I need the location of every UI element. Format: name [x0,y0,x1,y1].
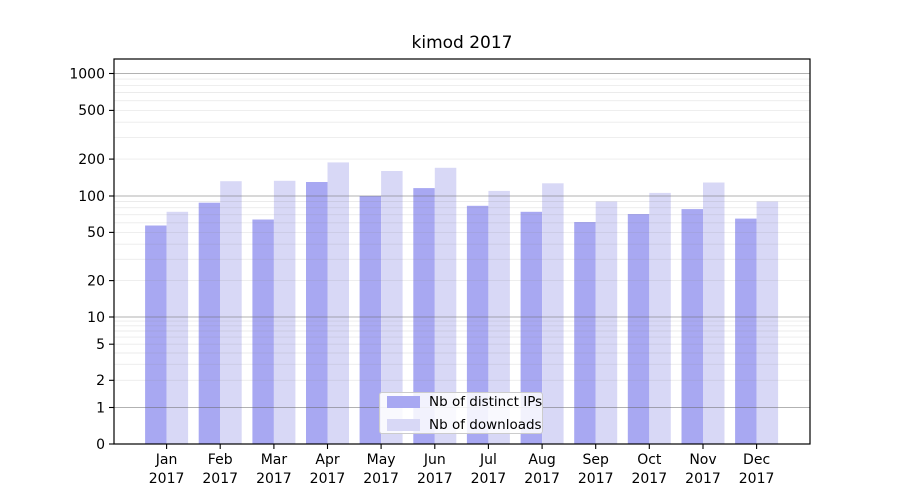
y-tick-label: 1 [96,400,105,416]
x-axis: Jan 2017 Feb 2017 Mar 2017 Apr 2017 May 2017 Jun 20… [149,444,775,487]
chart-title: kimod 2017 [411,33,513,53]
x-tick-label-year: 2017 [471,471,507,487]
bar-downloads-Mar 2017 [273,180,296,445]
bar-distinct-ips-Feb 2017 [198,202,221,444]
x-tick-label-month: Apr [315,452,339,468]
x-tick-label-year: 2017 [578,471,614,487]
x-tick-label-month: Jun [423,452,446,468]
y-tick-label: 5 [96,337,105,353]
x-tick-label-month: Mar [261,452,288,468]
bar-distinct-ips-Aug 2017 [520,211,543,444]
y-tick-label: 10 [87,310,105,326]
x-tick-label-month: May [367,452,396,468]
bar-distinct-ips-Sep 2017 [574,222,596,444]
x-tick-label-month: Jul [479,452,497,468]
x-tick-label-month: Feb [208,452,233,468]
x-tick-label-month: Oct [637,452,662,468]
bar-distinct-ips-Mar 2017 [252,219,274,444]
legend-item-distinct-ips: Nb of distinct IPs [380,394,542,410]
plot-frame [113,58,811,445]
x-tick-label-month: Jan [155,452,178,468]
y-tick-label: 100 [78,189,105,205]
legend-swatch-downloads [387,418,420,431]
x-tick-label-month: Sep [583,452,610,468]
x-tick-label-year: 2017 [739,471,775,487]
x-tick-label-year: 2017 [149,471,185,487]
x-tick-label-year: 2017 [363,471,399,487]
bar-downloads-Jun 2017 [434,167,457,445]
y-axis: 0 1 2 5 10 20 50 100 200 500 1000 [69,66,114,453]
x-tick-label-year: 2017 [310,471,346,487]
y-tick-label: 2 [96,373,105,389]
legend-item-downloads: Nb of downloads [380,417,542,433]
bar-downloads-Aug 2017 [542,183,564,445]
bar-downloads-Apr 2017 [327,162,349,444]
bar-downloads-Sep 2017 [595,201,618,444]
x-tick-label-month: Nov [689,452,716,468]
bar-distinct-ips-Oct 2017 [627,214,650,444]
bar-downloads-Dec 2017 [756,201,779,444]
x-tick-label-year: 2017 [631,471,667,487]
bar-distinct-ips-Nov 2017 [681,209,703,444]
legend-swatch-distinct-ips [387,395,420,408]
bar-distinct-ips-May 2017 [359,196,382,444]
legend-label-downloads: Nb of downloads [429,416,542,433]
bar-downloads-Jan 2017 [166,211,189,444]
bar-distinct-ips-Apr 2017 [306,182,328,444]
bar-distinct-ips-Jun 2017 [413,188,435,444]
legend-label-distinct-ips: Nb of distinct IPs [429,393,543,410]
x-tick-label-year: 2017 [256,471,292,487]
y-tick-label: 0 [96,437,105,453]
bar-distinct-ips-Jul 2017 [466,205,489,444]
bar-downloads-Feb 2017 [220,181,242,444]
y-tick-label: 200 [78,152,105,168]
bar-distinct-ips-Dec 2017 [735,218,757,444]
x-tick-label-year: 2017 [524,471,560,487]
y-tick-label: 50 [87,225,105,241]
x-tick-label-month: Aug [528,452,555,468]
bar-downloads-Nov 2017 [703,182,725,444]
legend: Nb of distinct IPs Nb of downloads [379,392,543,434]
y-tick-label: 20 [87,273,105,289]
x-tick-label-year: 2017 [202,471,238,487]
x-tick-label-month: Dec [743,452,770,468]
bars-layer [145,162,779,445]
bar-distinct-ips-Jan 2017 [145,225,167,444]
bar-downloads-May 2017 [381,171,403,444]
y-tick-label: 500 [78,103,105,119]
x-tick-label-year: 2017 [685,471,721,487]
gridlines-layer [114,73,810,408]
y-tick-label: 1000 [69,66,105,82]
bar-downloads-Oct 2017 [649,192,671,444]
x-tick-label-year: 2017 [417,471,453,487]
